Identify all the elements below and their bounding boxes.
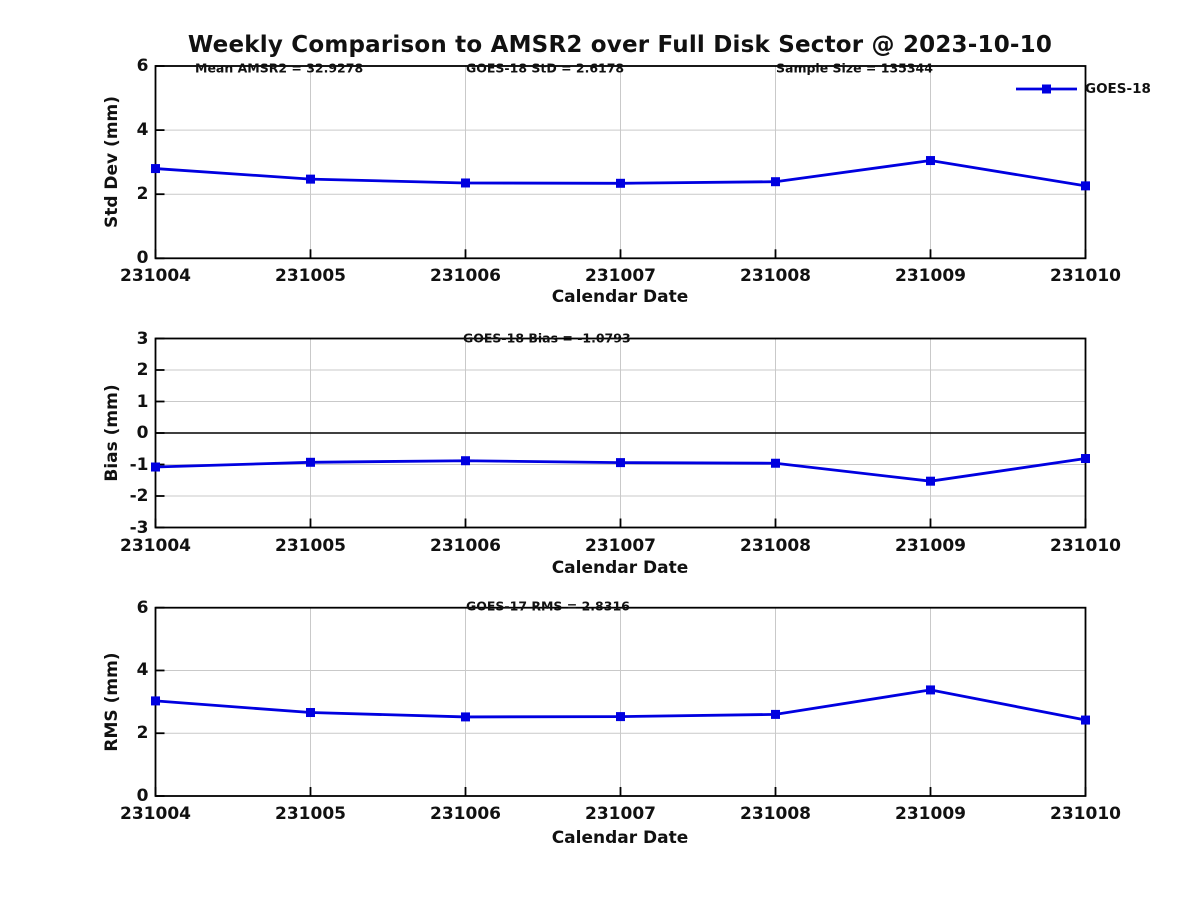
x-tick-label: 231008 xyxy=(740,804,811,824)
annotation-goes18-std: GOES-18 StD = 2.6178 xyxy=(466,60,625,76)
x-tick-label: 231005 xyxy=(275,535,346,556)
data-point-marker xyxy=(151,164,160,174)
annotation-sample-size: Sample Size = 135344 xyxy=(776,60,933,76)
data-point-marker xyxy=(926,685,935,695)
x-tick-label: 231004 xyxy=(120,535,191,556)
data-point-marker xyxy=(1081,454,1090,464)
x-axis-label-1: Calendar Date xyxy=(551,287,689,307)
data-point-marker xyxy=(616,712,625,722)
x-tick-label: 231006 xyxy=(430,535,501,556)
x-tick-label: 231006 xyxy=(430,266,501,287)
data-point-marker xyxy=(926,156,935,166)
data-point-marker xyxy=(306,457,315,467)
x-tick-label: 231006 xyxy=(430,804,501,824)
annotation-mean-amsr2: Mean AMSR2 = 32.9278 xyxy=(195,60,364,76)
y-tick-label: 4 xyxy=(136,660,149,681)
data-point-marker xyxy=(771,177,780,187)
x-tick-label: 231004 xyxy=(120,804,191,824)
y-tick-label: -2 xyxy=(129,486,149,506)
data-point-marker xyxy=(461,712,470,722)
x-tick-label: 231007 xyxy=(585,804,656,824)
data-point-marker xyxy=(151,462,160,472)
legend-marker-sample xyxy=(1042,84,1051,94)
y-tick-label: 0 xyxy=(136,423,149,443)
x-tick-label: 231007 xyxy=(585,266,656,287)
y-tick-label: 4 xyxy=(136,120,149,141)
x-tick-label: 231010 xyxy=(1050,804,1121,824)
annotation-goes17-rms: GOES-17 RMS = 2.8316 xyxy=(466,598,630,614)
y-tick-label: 2 xyxy=(136,184,149,205)
y-tick-label: 0 xyxy=(136,786,149,806)
data-point-marker xyxy=(306,708,315,718)
y-tick-label: -1 xyxy=(129,454,149,475)
y-axis-label-std-dev: Std Dev (mm) xyxy=(102,95,122,229)
data-point-marker xyxy=(616,178,625,188)
x-tick-label: 231004 xyxy=(120,266,191,287)
data-point-marker xyxy=(771,709,780,719)
x-tick-label: 231009 xyxy=(895,266,966,287)
y-tick-label: 2 xyxy=(136,360,149,380)
x-tick-label: 231008 xyxy=(740,535,811,556)
x-tick-label: 231010 xyxy=(1050,266,1121,287)
x-tick-label: 231005 xyxy=(275,266,346,287)
data-point-marker xyxy=(306,174,315,184)
data-point-marker xyxy=(151,696,160,706)
figure-title: Weekly Comparison to AMSR2 over Full Dis… xyxy=(187,32,1053,58)
y-axis-label-rms: RMS (mm) xyxy=(102,652,122,752)
data-point-marker xyxy=(926,476,935,486)
data-point-marker xyxy=(1081,715,1090,725)
x-tick-label: 231005 xyxy=(275,804,346,824)
y-tick-label: 6 xyxy=(136,597,149,618)
x-tick-label: 231010 xyxy=(1050,535,1121,556)
y-tick-label: -3 xyxy=(129,517,149,538)
y-tick-label: 2 xyxy=(136,723,149,744)
x-axis-label-3: Calendar Date xyxy=(551,828,689,848)
data-point-marker xyxy=(461,456,470,466)
y-tick-label: 0 xyxy=(136,248,149,269)
data-point-marker xyxy=(616,458,625,468)
y-tick-label: 6 xyxy=(136,56,149,76)
legend-entry-goes18: GOES-18 xyxy=(1085,81,1151,97)
x-tick-label: 231007 xyxy=(585,535,656,556)
x-axis-label-2: Calendar Date xyxy=(551,558,689,578)
annotation-goes18-bias: GOES-18 Bias = -1.0793 xyxy=(463,330,631,346)
x-tick-label: 231009 xyxy=(895,535,966,556)
x-tick-label: 231009 xyxy=(895,804,966,824)
y-axis-label-bias: Bias (mm) xyxy=(102,384,122,482)
data-point-marker xyxy=(771,458,780,468)
y-tick-label: 3 xyxy=(136,328,149,349)
data-point-marker xyxy=(461,178,470,188)
x-tick-label: 231008 xyxy=(740,266,811,287)
y-tick-label: 1 xyxy=(136,391,149,412)
data-point-marker xyxy=(1081,181,1090,191)
